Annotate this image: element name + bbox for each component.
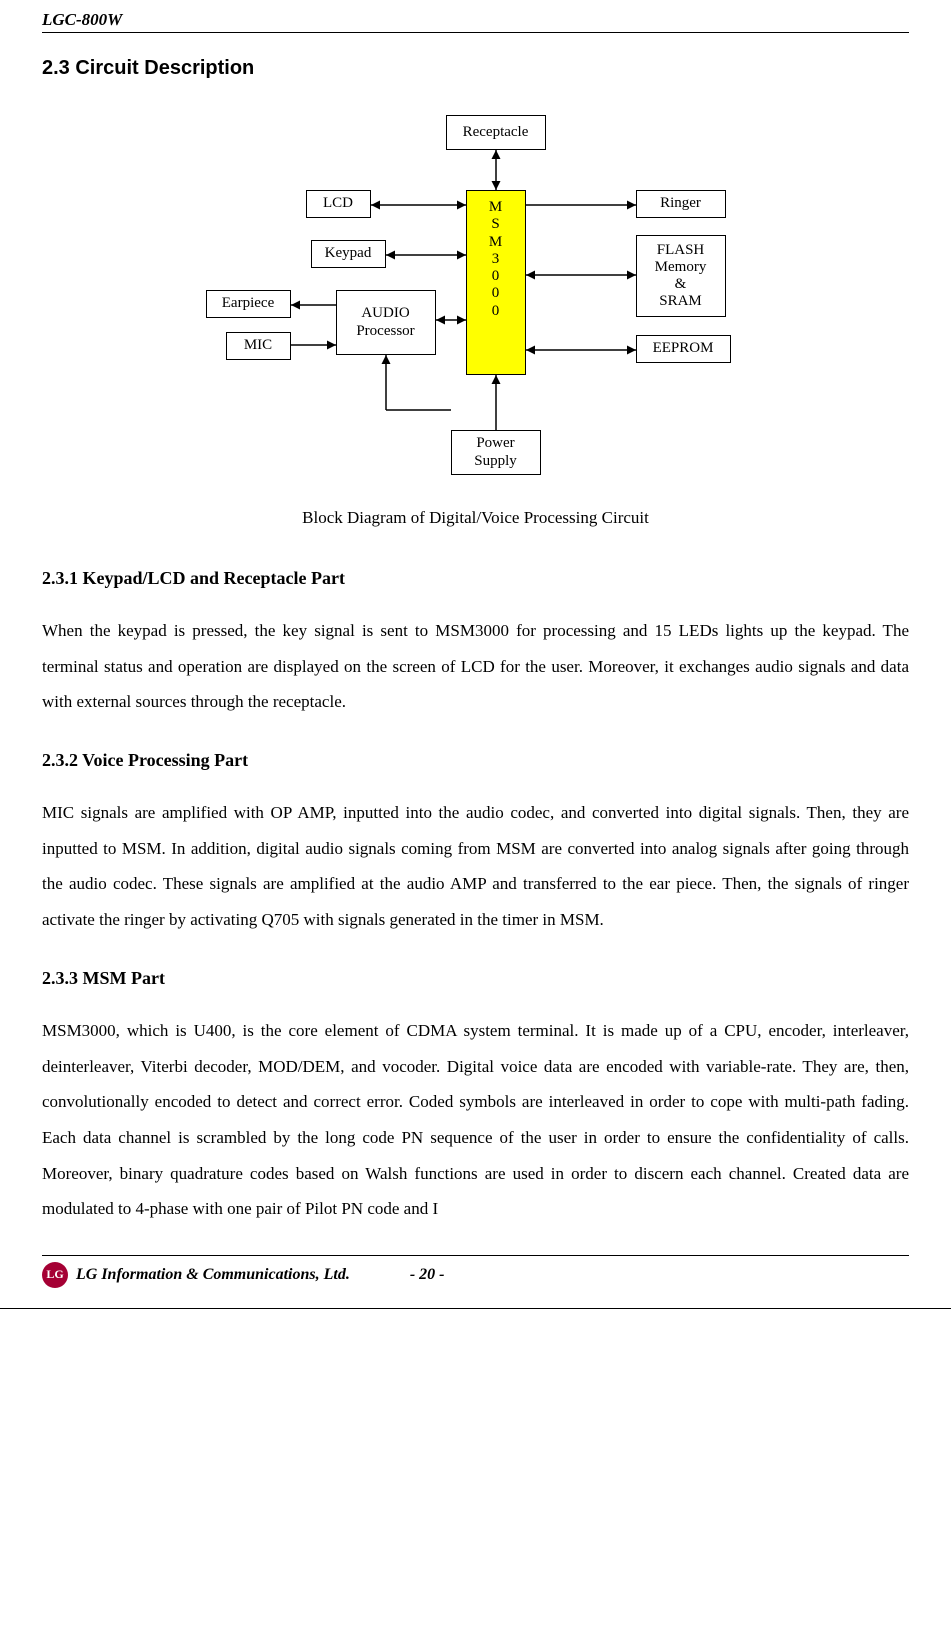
msm-c4: 0 <box>492 268 500 285</box>
section-title: 2.3 Circuit Description <box>42 57 909 80</box>
box-flash-sram: FLASH Memory & SRAM <box>636 235 726 317</box>
footer-company: LG Information & Communications, Ltd. <box>76 1266 350 1284</box>
sub-232-title: 2.3.2 Voice Processing Part <box>42 750 909 771</box>
power-l1: Power <box>476 435 514 452</box>
box-earpiece: Earpiece <box>206 290 291 318</box>
msm-c6: 0 <box>492 303 500 320</box>
msm-c3: 3 <box>492 251 500 268</box>
box-mic: MIC <box>226 332 291 360</box>
block-diagram: Receptacle LCD Keypad Earpiece MIC AUDIO… <box>206 110 746 490</box>
box-keypad: Keypad <box>311 240 386 268</box>
power-l2: Supply <box>474 453 517 470</box>
msm-c2: M <box>489 234 502 251</box>
audio-line1: AUDIO <box>361 305 409 322</box>
flash-l4: SRAM <box>659 293 702 310</box>
page-footer: LG LG Information & Communications, Ltd.… <box>42 1255 909 1288</box>
sub-233-body: MSM3000, which is U400, is the core elem… <box>42 1013 909 1227</box>
box-power-supply: Power Supply <box>451 430 541 475</box>
box-ringer: Ringer <box>636 190 726 218</box>
box-eeprom: EEPROM <box>636 335 731 363</box>
msm-c1: S <box>491 216 499 233</box>
lg-logo-icon: LG <box>42 1262 68 1288</box>
sub-232-body: MIC signals are amplified with OP AMP, i… <box>42 795 909 938</box>
flash-l2: Memory <box>655 259 707 276</box>
flash-l3: & <box>675 276 687 293</box>
box-msm3000: M S M 3 0 0 0 <box>466 190 526 375</box>
msm-c0: M <box>489 199 502 216</box>
box-audio-processor: AUDIO Processor <box>336 290 436 355</box>
sub-233-title: 2.3.3 MSM Part <box>42 968 909 989</box>
page-header-model: LGC-800W <box>42 10 909 33</box>
flash-l1: FLASH <box>657 242 705 259</box>
box-lcd: LCD <box>306 190 371 218</box>
audio-line2: Processor <box>356 323 414 340</box>
diagram-caption: Block Diagram of Digital/Voice Processin… <box>42 508 909 528</box>
footer-page-number: - 20 - <box>410 1266 445 1284</box>
msm-c5: 0 <box>492 285 500 302</box>
box-receptacle: Receptacle <box>446 115 546 150</box>
sub-231-body: When the keypad is pressed, the key sign… <box>42 613 909 720</box>
sub-231-title: 2.3.1 Keypad/LCD and Receptacle Part <box>42 568 909 589</box>
